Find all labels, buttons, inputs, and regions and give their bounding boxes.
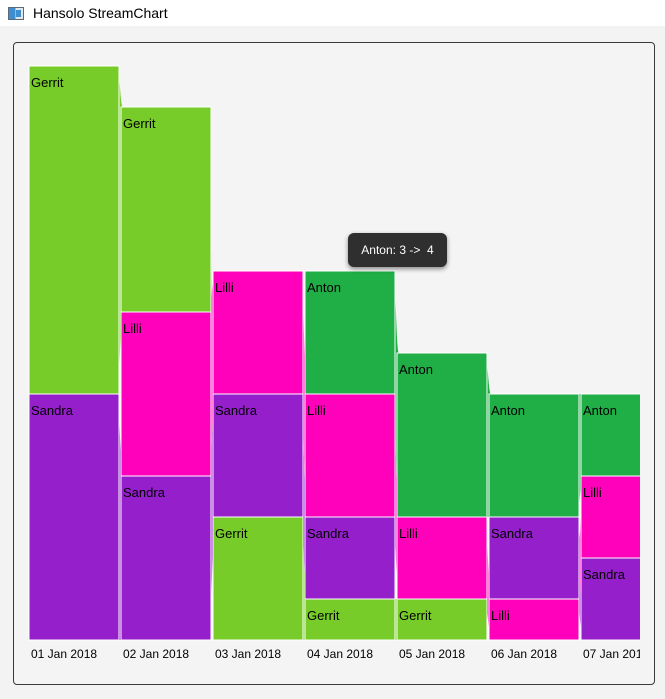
block-sandra-col-4[interactable] [304,516,396,600]
chart-tooltip: Anton: 3 -> 4 [348,233,447,267]
block-gerrit-col-5[interactable] [396,598,488,641]
block-sandra-col-6[interactable] [488,516,580,600]
label-lilli-col-2: Lilli [123,321,142,336]
label-lilli-col-6: Lilli [491,608,510,623]
label-gerrit-col-1: Gerrit [31,75,64,90]
x-tick-label-2: 02 Jan 2018 [123,647,189,661]
label-sandra-col-6: Sandra [491,526,534,541]
label-anton-col-5: Anton [399,362,433,377]
label-anton-col-4: Anton [307,280,341,295]
block-lilli-col-7[interactable] [580,475,665,559]
block-sandra-col-1[interactable] [28,393,120,641]
block-anton-col-5[interactable] [396,352,488,518]
block-lilli-col-2[interactable] [120,311,212,477]
block-lilli-col-5[interactable] [396,516,488,600]
window-title: Hansolo StreamChart [33,5,168,21]
x-tick-label-4: 04 Jan 2018 [307,647,373,661]
label-gerrit-col-2: Gerrit [123,116,156,131]
block-gerrit-col-4[interactable] [304,598,396,641]
block-gerrit-col-2[interactable] [120,106,212,313]
label-lilli-col-7: Lilli [583,485,602,500]
x-tick-label-3: 03 Jan 2018 [215,647,281,661]
x-tick-label-7: 07 Jan 2018 [583,647,649,661]
block-sandra-col-7[interactable] [580,557,665,641]
x-tick-label-5: 05 Jan 2018 [399,647,465,661]
block-lilli-col-3[interactable] [212,270,304,395]
label-sandra-col-4: Sandra [307,526,350,541]
label-anton-col-6: Anton [491,403,525,418]
label-anton-col-7: Anton [583,403,617,418]
label-lilli-col-4: Lilli [307,403,326,418]
label-sandra-col-1: Sandra [31,403,74,418]
block-sandra-col-2[interactable] [120,475,212,641]
label-gerrit-col-4: Gerrit [307,608,340,623]
block-lilli-col-4[interactable] [304,393,396,518]
label-gerrit-col-3: Gerrit [215,526,248,541]
block-gerrit-col-3[interactable] [212,516,304,641]
block-anton-col-6[interactable] [488,393,580,518]
block-lilli-col-6[interactable] [488,598,580,641]
label-sandra-col-2: Sandra [123,485,166,500]
block-anton-col-4[interactable] [304,270,396,395]
app-window-icon [8,6,24,20]
label-gerrit-col-5: Gerrit [399,608,432,623]
block-gerrit-col-1[interactable] [28,65,120,395]
x-tick-label-6: 06 Jan 2018 [491,647,557,661]
window-titlebar: Hansolo StreamChart [0,0,665,26]
block-sandra-col-3[interactable] [212,393,304,518]
x-tick-label-1: 01 Jan 2018 [31,647,97,661]
label-lilli-col-3: Lilli [215,280,234,295]
label-sandra-col-7: Sandra [583,567,626,582]
label-lilli-col-5: Lilli [399,526,418,541]
label-sandra-col-3: Sandra [215,403,258,418]
